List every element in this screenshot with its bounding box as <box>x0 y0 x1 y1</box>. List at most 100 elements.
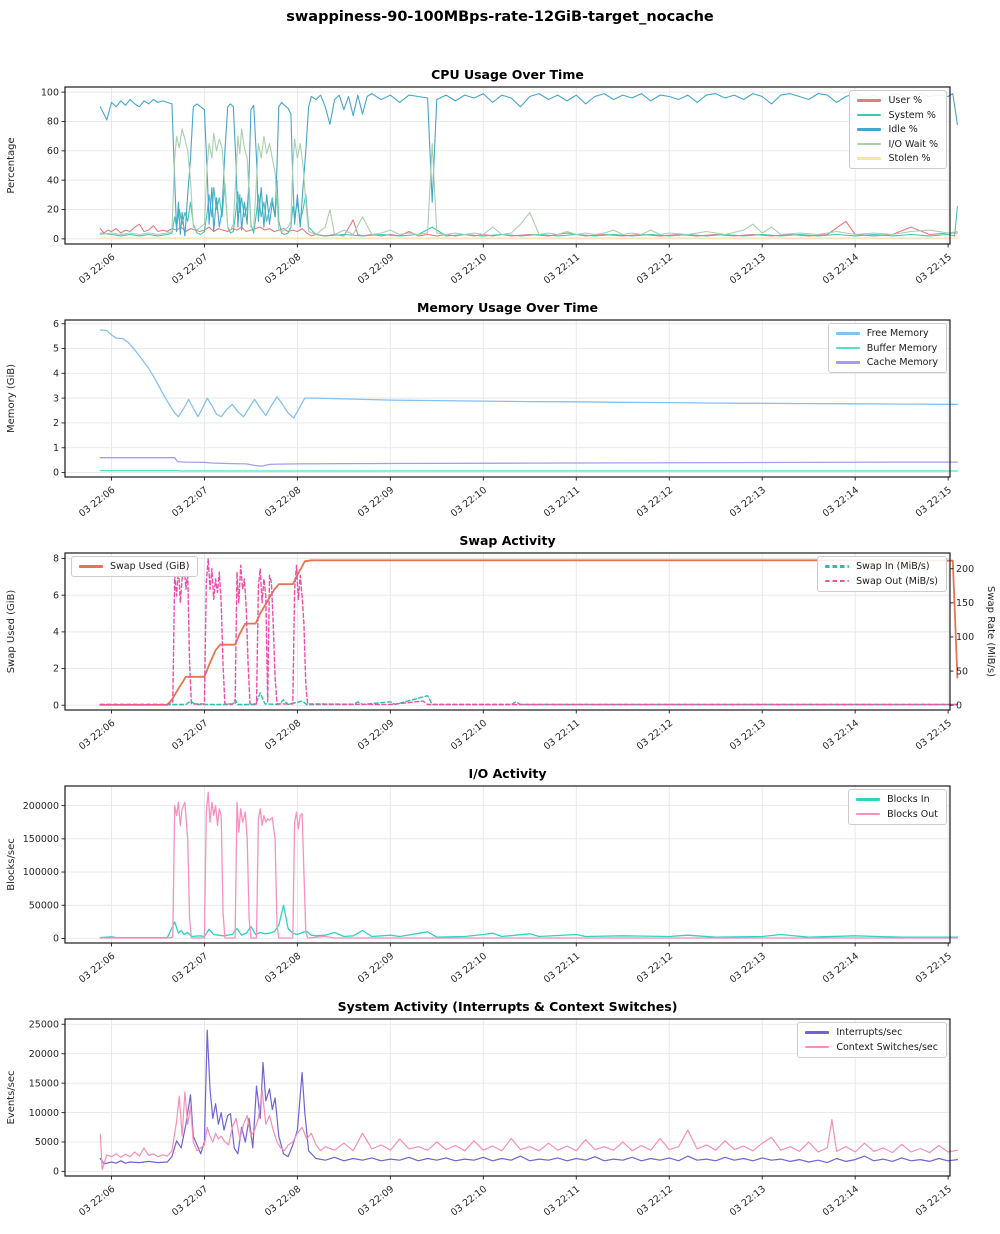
plot-frame <box>64 319 951 478</box>
y-axis-label: Events/sec <box>6 1070 17 1124</box>
x-tick-label: 03 22:06 <box>77 951 117 986</box>
x-tick-label: 03 22:06 <box>77 1184 117 1219</box>
x-tick-label: 03 22:09 <box>356 951 396 986</box>
legend-swatch <box>835 361 860 364</box>
legend-label: Swap Used (GiB) <box>110 561 190 572</box>
legend-swatch <box>857 128 882 131</box>
x-tick-label: 03 22:09 <box>356 1184 396 1219</box>
y-tick-label: 200000 <box>23 801 59 812</box>
legend-swatch <box>835 332 860 335</box>
y-tick-label: 25000 <box>29 1019 59 1030</box>
x-tick-label: 03 22:09 <box>356 252 396 287</box>
series-cache-memory <box>99 457 959 467</box>
legend-label: Swap Out (MiB/s) <box>856 575 938 587</box>
y-tick-label: 5 <box>53 344 59 355</box>
legend-swatch <box>857 142 882 146</box>
swap-activity-chart-panel: 0 2 4 6 8 0 50 100 150 200 03 22:06 03 22:07 03 22:0… <box>0 530 1000 763</box>
chart-title: CPU Usage Over Time <box>431 67 584 82</box>
plot-frame <box>64 552 951 711</box>
legend-label: Stolen % <box>888 153 931 164</box>
legend-label: I/O Wait % <box>888 138 938 150</box>
legend-item: I/O Wait % <box>857 139 938 150</box>
legend-item: Idle % <box>857 124 938 135</box>
x-tick-label: 03 22:08 <box>263 1184 303 1219</box>
legend-item: Stolen % <box>857 153 938 164</box>
legend-swatch <box>805 1045 830 1049</box>
legend: Swap In (MiB/s) Swap Out (MiB/s) <box>817 556 947 592</box>
x-tick-label: 03 22:15 <box>914 718 954 753</box>
x-tick-label: 03 22:15 <box>914 951 954 986</box>
y-tick-label: 10000 <box>29 1108 59 1119</box>
y-tick-label: 20000 <box>29 1049 59 1060</box>
y-tick-label: 6 <box>53 319 59 330</box>
plot-frame <box>64 1018 951 1177</box>
y-axis-label: Swap Used (GiB) <box>6 590 17 674</box>
y2-tick-label: 0 <box>956 700 962 711</box>
y-tick-label: 0 <box>53 234 59 245</box>
series-swap-out-mib-s- <box>99 557 959 706</box>
legend-swatch <box>825 565 850 568</box>
y-tick-label: 0 <box>53 468 59 479</box>
y-tick-label: 2 <box>53 418 59 429</box>
x-tick-label: 03 22:08 <box>263 485 303 520</box>
y-tick-label: 2 <box>53 664 59 675</box>
y2-tick-label: 100 <box>956 632 974 643</box>
series-context-switches-sec <box>99 1089 959 1171</box>
chart-title: System Activity (Interrupts & Context Sw… <box>338 999 678 1014</box>
x-tick-label: 03 22:15 <box>914 252 954 287</box>
legend-item: Swap In (MiB/s) <box>825 561 938 572</box>
x-tick-label: 03 22:07 <box>170 252 210 287</box>
y2-tick-label: 50 <box>956 666 968 677</box>
x-tick-label: 03 22:12 <box>635 252 675 287</box>
legend-item: Blocks In <box>856 794 938 805</box>
series-interrupts-sec <box>99 1029 959 1165</box>
y-tick-label: 3 <box>53 393 59 404</box>
legend-item: Free Memory <box>835 328 938 339</box>
legend: Free Memory Buffer Memory Cache Memory <box>827 323 947 373</box>
legend-label: Free Memory <box>866 328 929 339</box>
x-tick-label: 03 22:10 <box>449 252 489 287</box>
legend-item: Blocks Out <box>856 809 938 820</box>
x-tick-label: 03 22:10 <box>449 485 489 520</box>
y-tick-label: 60 <box>47 146 59 157</box>
series-swap-used-gib- <box>99 559 959 706</box>
y-tick-label: 20 <box>47 205 59 216</box>
y-tick-label: 40 <box>47 175 59 186</box>
legend: Swap Used (GiB) <box>71 556 199 577</box>
plot-frame <box>64 86 951 245</box>
legend-item: Buffer Memory <box>835 343 938 354</box>
y-tick-label: 100 <box>41 87 59 98</box>
legend: User % System % Idle % I/O Wait % Stolen % <box>849 90 947 169</box>
legend-item: Interrupts/sec <box>805 1027 938 1038</box>
legend-label: User % <box>888 95 923 106</box>
y-tick-label: 100000 <box>23 867 59 878</box>
y-tick-label: 4 <box>53 627 59 638</box>
series-free-memory <box>99 329 959 419</box>
x-tick-label: 03 22:12 <box>635 718 675 753</box>
y-tick-label: 15000 <box>29 1078 59 1089</box>
x-tick-label: 03 22:12 <box>635 1184 675 1219</box>
series-system- <box>99 179 958 237</box>
system-activity-chart: 0 5000 10000 15000 20000 25000 03 22:06 03 22:0… <box>6 999 959 1219</box>
x-tick-label: 03 22:13 <box>728 252 768 287</box>
x-tick-label: 03 22:14 <box>821 252 861 287</box>
x-tick-label: 03 22:08 <box>263 252 303 287</box>
plot-frame <box>64 785 951 944</box>
x-tick-label: 03 22:12 <box>635 485 675 520</box>
x-tick-label: 03 22:10 <box>449 718 489 753</box>
y2-tick-label: 200 <box>956 564 974 575</box>
y2-axis-label: Swap Rate (MiB/s) <box>985 586 996 677</box>
legend-swatch <box>857 157 882 160</box>
y-tick-label: 0 <box>53 1167 59 1178</box>
y-axis-label: Memory (GiB) <box>6 364 17 433</box>
y-tick-label: 80 <box>47 117 59 128</box>
x-tick-label: 03 22:13 <box>728 951 768 986</box>
x-tick-label: 03 22:09 <box>356 718 396 753</box>
memory-usage-chart-panel: 0 1 2 3 4 5 6 03 22:06 03 22:07 03 22:08 03 22:09 0… <box>0 297 1000 530</box>
legend-swatch <box>79 565 103 568</box>
x-tick-label: 03 22:14 <box>821 951 861 986</box>
x-tick-label: 03 22:11 <box>542 951 582 986</box>
x-tick-label: 03 22:06 <box>77 718 117 753</box>
legend: Interrupts/sec Context Switches/sec <box>797 1022 947 1058</box>
legend-label: Idle % <box>888 124 918 135</box>
